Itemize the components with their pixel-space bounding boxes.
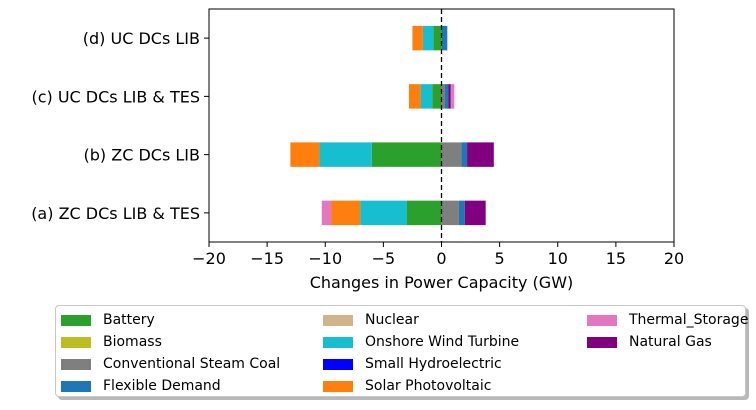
legend-swatch (61, 314, 91, 326)
y-tick-label-2: (c) UC DCs LIB & TES (31, 87, 200, 106)
x-tick-label-0: −20 (192, 249, 226, 268)
x-tick-label-3: −5 (372, 249, 396, 268)
legend-swatch (61, 358, 91, 370)
y-tick-label-1: (b) ZC DCs LIB (84, 146, 200, 165)
bar-natural-gas-2 (448, 84, 451, 109)
legend-item-onshore-wind-turbine: Onshore Wind Turbine (323, 332, 519, 352)
legend-swatch (323, 314, 353, 326)
legend-swatch (323, 358, 353, 370)
bars-layer (290, 25, 494, 226)
axes-layer: (a) ZC DCs LIB & TES (b) ZC DCs LIB (c) UC… (31, 8, 684, 268)
legend-item-flexible-demand: Flexible Demand (61, 376, 221, 396)
x-tick-label-1: −15 (250, 249, 284, 268)
bar-thermal-storage-2 (450, 84, 455, 109)
legend-item-nuclear: Nuclear (323, 310, 419, 330)
x-tick-label-5: 5 (495, 249, 505, 268)
legend-label: Thermal_Storage (629, 312, 749, 328)
legend-label: Battery (103, 312, 155, 328)
x-tick-label-8: 20 (664, 249, 684, 268)
bar-onshore-wind-turbine-0 (360, 200, 407, 226)
bar-flexible-demand-0 (458, 200, 465, 226)
legend-label: Biomass (103, 334, 162, 350)
legend-swatch (61, 336, 91, 348)
legend-item-biomass: Biomass (61, 332, 162, 352)
legend-swatch (323, 380, 353, 392)
legend-swatch (587, 314, 617, 326)
bar-thermal-storage-0 (321, 200, 332, 226)
bar-onshore-wind-turbine-1 (319, 142, 372, 167)
bar-flexible-demand-1 (461, 142, 468, 167)
x-tick-label-4: 0 (436, 249, 446, 268)
legend-swatch (323, 336, 353, 348)
x-tick-label-6: 10 (548, 249, 568, 268)
legend-item-small-hydroelectric: Small Hydroelectric (323, 354, 502, 374)
x-tick-label-7: 15 (606, 249, 626, 268)
legend-label: Natural Gas (629, 334, 712, 350)
legend-label: Onshore Wind Turbine (365, 334, 520, 350)
bar-solar-photovoltaic-0 (331, 200, 361, 226)
bar-solar-photovoltaic-2 (408, 84, 421, 109)
legend-swatch (587, 336, 617, 348)
bar-conventional-steam-coal-1 (441, 142, 462, 167)
legend-item-battery: Battery (61, 310, 155, 330)
legend: Battery Biomass Conventional Steam Coal Fle… (55, 305, 748, 397)
stacked-bar-chart: (a) ZC DCs LIB & TES (b) ZC DCs LIB (c) UC… (31, 8, 684, 292)
bar-natural-gas-0 (464, 200, 486, 226)
bar-natural-gas-1 (467, 142, 494, 167)
bar-onshore-wind-turbine-3 (422, 25, 434, 51)
legend-item-thermal-storage: Thermal_Storage (587, 310, 748, 330)
legend-label: Solar Photovoltaic (365, 378, 492, 394)
y-tick-label-3: (d) UC DCs LIB (83, 29, 200, 48)
legend-label: Conventional Steam Coal (103, 356, 281, 372)
legend-label: Small Hydroelectric (365, 356, 502, 372)
bar-onshore-wind-turbine-2 (420, 84, 433, 109)
bar-battery-3 (433, 25, 442, 51)
legend-item-solar-photovoltaic: Solar Photovoltaic (323, 376, 491, 396)
bar-conventional-steam-coal-0 (441, 200, 459, 226)
x-axis-title: Changes in Power Capacity (GW) (310, 273, 574, 292)
legend-label: Nuclear (365, 312, 419, 328)
bar-battery-0 (406, 200, 442, 226)
bar-solar-photovoltaic-3 (412, 25, 423, 51)
legend-item-conventional-steam-coal: Conventional Steam Coal (61, 354, 280, 374)
bar-battery-2 (432, 84, 442, 109)
bar-conventional-steam-coal-2 (441, 84, 445, 109)
bar-solar-photovoltaic-1 (290, 142, 320, 167)
x-tick-label-2: −10 (308, 249, 342, 268)
bar-flexible-demand-2 (444, 84, 449, 109)
bar-battery-1 (371, 142, 442, 167)
legend-item-natural-gas: Natural Gas (587, 332, 712, 352)
legend-label: Flexible Demand (103, 378, 221, 394)
legend-swatch (61, 380, 91, 392)
y-tick-label-0: (a) ZC DCs LIB & TES (31, 204, 200, 223)
bar-flexible-demand-3 (441, 25, 448, 51)
